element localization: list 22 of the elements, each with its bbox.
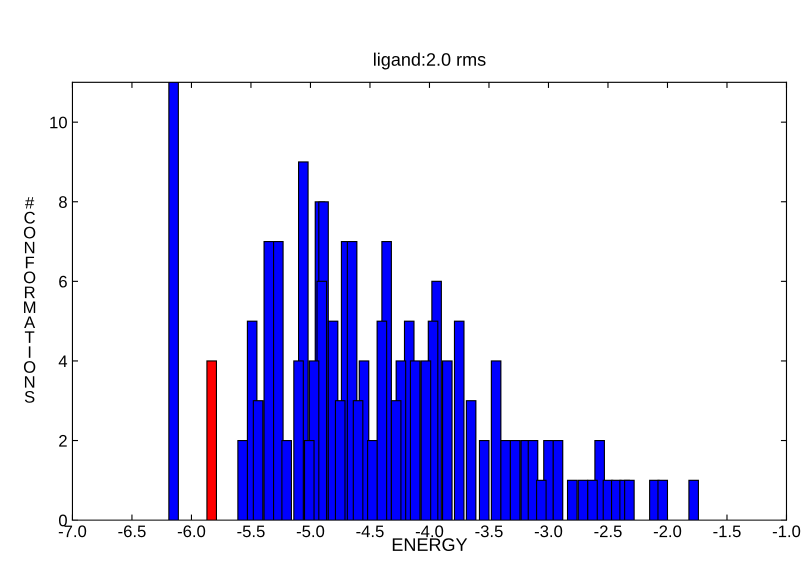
x-tick-label: -6.5 xyxy=(118,525,146,538)
y-tick-label: 10 xyxy=(50,116,67,128)
x-tick-label: -2.5 xyxy=(594,525,622,538)
text: #CONFORMATIONS xyxy=(24,197,36,403)
x-tick-label: -4.0 xyxy=(416,525,444,538)
chart-title: ligand:2.0 rms xyxy=(374,52,486,70)
y-tick-label: 4 xyxy=(58,356,68,367)
x-tick-label: -3.5 xyxy=(475,525,503,538)
x-tick-label: -3.0 xyxy=(534,525,562,538)
x-tick-label: -7.0 xyxy=(58,525,86,538)
x-tick-label: -4.5 xyxy=(356,526,384,538)
y-tick-label: 6 xyxy=(59,276,67,288)
x-tick-label: -6.0 xyxy=(178,525,206,538)
y-tick-label: 0 xyxy=(58,514,67,526)
x-tick-label: -5.0 xyxy=(296,525,324,538)
y-tick-label: 8 xyxy=(59,196,67,208)
x-tick-label: -5.5 xyxy=(237,526,265,538)
x-tick-label: -1.0 xyxy=(772,525,800,538)
x-axis-title: ENERGY xyxy=(392,538,468,552)
x-tick-label: -2.0 xyxy=(654,525,682,538)
y-tick-label: 2 xyxy=(59,434,67,447)
x-tick-label: -1.5 xyxy=(713,526,741,538)
